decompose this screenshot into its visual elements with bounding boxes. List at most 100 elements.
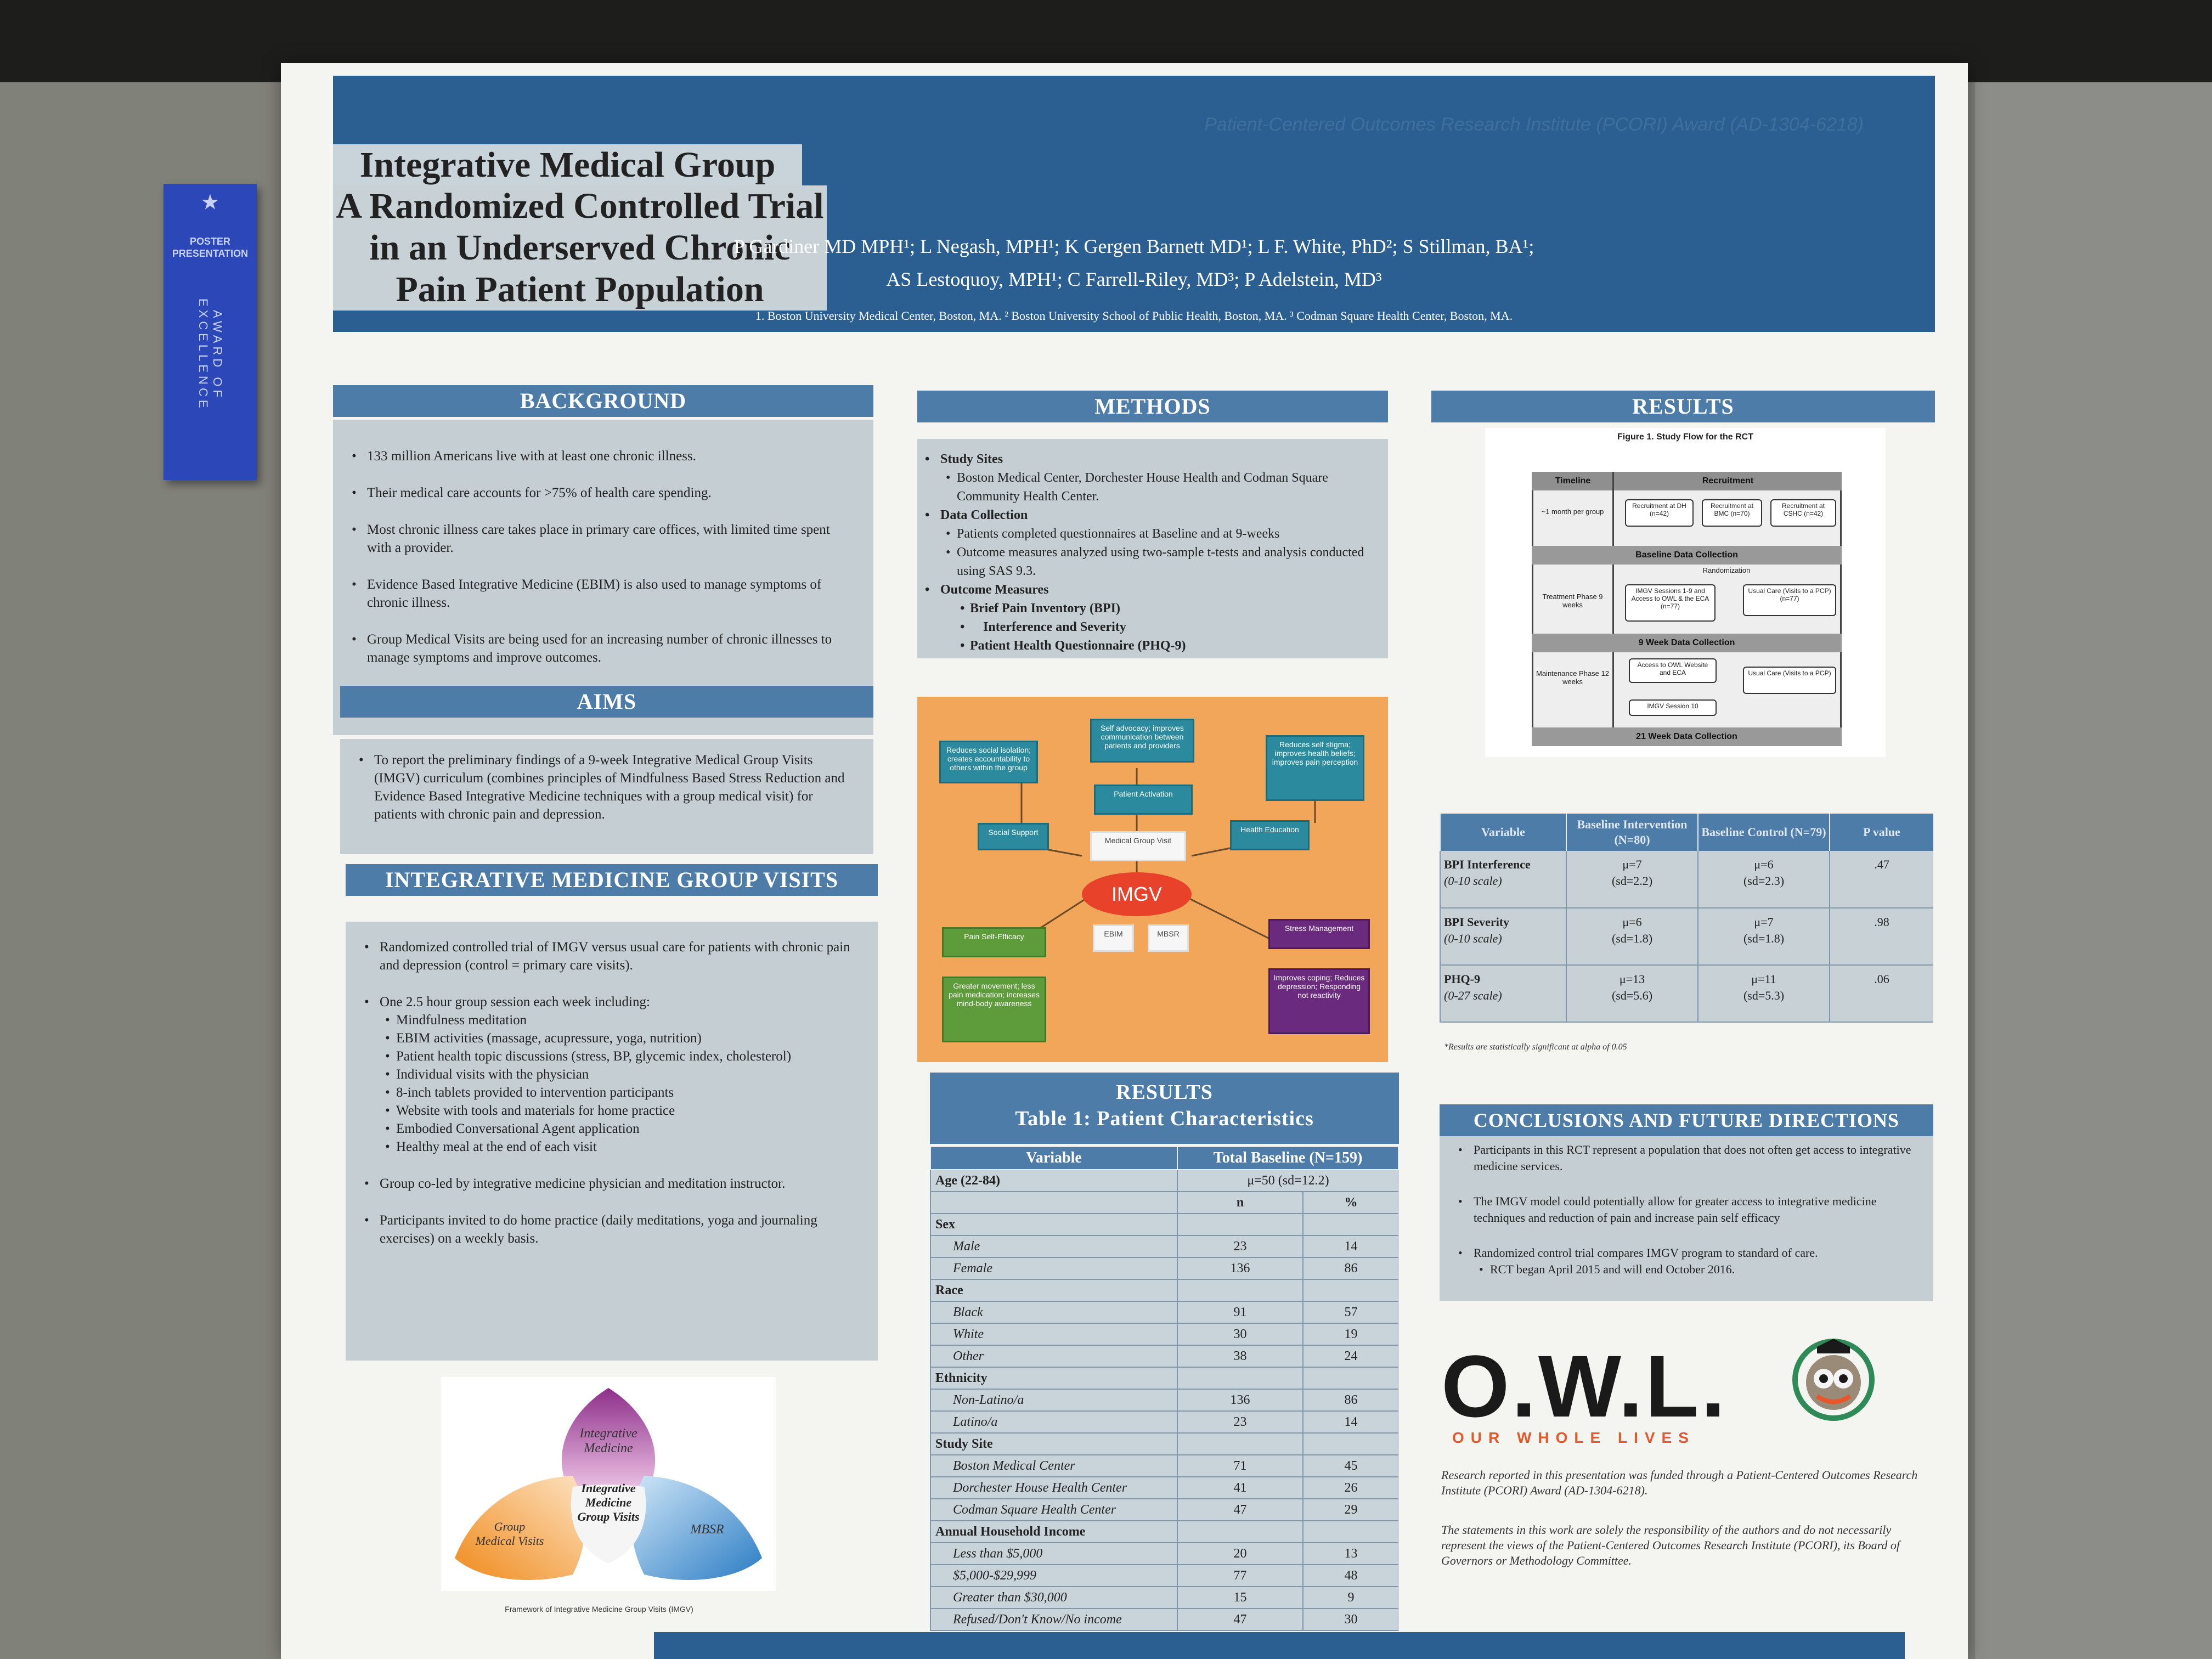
- funding-statement: Research reported in this presentation w…: [1441, 1468, 1918, 1497]
- methods-sites-text: Boston Medical Center, Dorchester House …: [917, 469, 1377, 506]
- table1-col-total: Total Baseline (N=159): [1177, 1146, 1399, 1170]
- table2-cell-intervention: μ=6 (sd=1.8): [1566, 908, 1698, 966]
- table1-cell-n: 71: [1176, 1455, 1304, 1477]
- imgv-section: Randomized controlled trial of IMGV vers…: [346, 922, 878, 1361]
- table2-row: PHQ-9 (0-27 scale) μ=13 (sd=5.6) μ=11 (sd=5.3…: [1440, 965, 1933, 1023]
- flow-row1-label: ~1 month per group: [1541, 507, 1604, 516]
- research-poster: Patient-Centered Outcomes Research Insti…: [281, 63, 1968, 1659]
- table1-cell-n: 136: [1176, 1257, 1304, 1280]
- table1-row: Less than $5,000 20 13: [930, 1543, 1398, 1565]
- table1-row: Ethnicity: [930, 1367, 1398, 1390]
- table1-cell-n: 47: [1176, 1499, 1304, 1521]
- results-table1-heading: RESULTS Table 1: Patient Characteristics: [930, 1073, 1399, 1144]
- corkboard-right: [1975, 82, 2212, 1659]
- table1-cell-n: 41: [1176, 1477, 1304, 1499]
- map-node-activation-note: Self advocacy; improves communication be…: [1090, 719, 1194, 763]
- flow-randomization: Randomization: [1702, 566, 1751, 574]
- background-item: Their medical care accounts for >75% of …: [344, 484, 857, 502]
- table2-sd: (sd=5.3): [1743, 989, 1785, 1002]
- table1-cell-n: [1176, 1279, 1304, 1302]
- imgv-item: Group co-led by integrative medicine phy…: [357, 1175, 861, 1193]
- poster-header: Patient-Centered Outcomes Research Insti…: [333, 76, 1935, 332]
- table2-cell-intervention: μ=7 (sd=2.2): [1566, 851, 1698, 909]
- table1-cell-n: [1176, 1367, 1304, 1390]
- conclusions-section: Participants in this RCT represent a pop…: [1440, 1136, 1933, 1301]
- ribbon-award: AWARD OF EXCELLENCE: [196, 298, 224, 411]
- background-heading: BACKGROUND: [333, 385, 873, 417]
- table1-cell-pct: [1302, 1367, 1398, 1390]
- table2-cell-control: μ=7 (sd=1.8): [1697, 908, 1830, 966]
- table1-cell-pct: 48: [1302, 1565, 1398, 1587]
- map-node-patient-activation: Patient Activation: [1094, 785, 1193, 815]
- table1-cell-label: Less than $5,000: [930, 1543, 1177, 1565]
- table2-col-variable: Variable: [1440, 814, 1566, 851]
- table2-cell-variable: BPI Interference (0-10 scale): [1440, 851, 1566, 909]
- table1-row: Latino/a 23 14: [930, 1411, 1398, 1434]
- authors-line1: P Gardiner MD MPH¹; L Negash, MPH¹; K Ge…: [733, 235, 1534, 257]
- table1-cell-n: 23: [1176, 1411, 1304, 1434]
- table1-cell-label: Female: [930, 1257, 1177, 1280]
- table2-cell-variable: BPI Severity (0-10 scale): [1440, 908, 1566, 966]
- table1-row: Refused/Don't Know/No income 47 30: [930, 1609, 1398, 1631]
- methods-section: Study Sites Boston Medical Center, Dorch…: [917, 439, 1388, 658]
- table1-cell-label: Greater than $30,000: [930, 1587, 1177, 1609]
- table2-cell-pvalue: .47: [1829, 851, 1933, 909]
- flow-week21: 21 Week Data Collection: [1532, 727, 1842, 746]
- venn-petal-mbsr: [631, 1476, 762, 1580]
- table2-col-pvalue: P value: [1829, 814, 1933, 851]
- map-node-stress-management: Stress Management: [1268, 919, 1370, 949]
- table1-cell-label: Codman Square Health Center: [930, 1499, 1177, 1521]
- imgv-heading: INTEGRATIVE MEDICINE GROUP VISITS: [346, 864, 878, 896]
- table2-mean: μ=7: [1622, 857, 1642, 871]
- table2-cell-pvalue: .98: [1829, 908, 1933, 966]
- table1-cell-pct: 14: [1302, 1235, 1398, 1258]
- imgv-subitem: 8-inch tablets provided to intervention …: [357, 1084, 861, 1102]
- table2-col-control: Baseline Control (N=79): [1697, 814, 1830, 851]
- background-item: Evidence Based Integrative Medicine (EBI…: [344, 575, 857, 612]
- table1-cell-label: Age (22-84): [930, 1170, 1177, 1192]
- background-item: Group Medical Visits are being used for …: [344, 630, 857, 667]
- table1-cell-n: 38: [1176, 1345, 1304, 1368]
- table1-row: Non-Latino/a 136 86: [930, 1389, 1398, 1412]
- table1-cell-label: Refused/Don't Know/No income: [930, 1609, 1177, 1631]
- affiliations: 1. Boston University Medical Center, Bos…: [755, 309, 1513, 323]
- results2-heading: RESULTS: [1431, 391, 1935, 422]
- table2-mean: μ=7: [1754, 915, 1774, 929]
- table1-cell-pct: [1302, 1521, 1398, 1543]
- table1-cell-n: 15: [1176, 1587, 1304, 1609]
- table1-header-row: Variable Total Baseline (N=159): [930, 1146, 1399, 1170]
- methods-data-collection: Data Collection: [917, 506, 1377, 524]
- map-node-education-note: Reduces self stigma; improves health bel…: [1266, 735, 1364, 801]
- table2-mean: μ=13: [1619, 972, 1645, 986]
- background-item: 133 million Americans live with at least…: [344, 447, 857, 465]
- table1-row: Annual Household Income: [930, 1521, 1398, 1543]
- table1-cell-pct: 9: [1302, 1587, 1398, 1609]
- table2-row: BPI Severity (0-10 scale) μ=6 (sd=1.8) μ=7 (s…: [1440, 908, 1933, 966]
- venn-petal-group: [455, 1476, 585, 1580]
- table1-cell-pct: 24: [1302, 1345, 1398, 1368]
- table1-cell-pct: [1302, 1279, 1398, 1302]
- methods-outcome-measures: Outcome Measures: [917, 580, 1377, 599]
- table1-cell-pct: 14: [1302, 1411, 1398, 1434]
- flow-recruitment-label: Recruitment: [1702, 476, 1754, 486]
- conclusion-item: Participants in this RCT represent a pop…: [1451, 1142, 1922, 1175]
- authors-line2: AS Lestoquoy, MPH¹; C Farrell-Riley, MD³…: [886, 268, 1382, 290]
- imgv-subitem: Healthy meal at the end of each visit: [357, 1138, 861, 1156]
- flow-imgv-arm: IMGV Sessions 1-9 and Access to OWL & th…: [1625, 584, 1716, 622]
- table2-footnote: *Results are statistically significant a…: [1444, 1042, 1627, 1052]
- table2-mean: μ=11: [1751, 972, 1776, 986]
- flow-rec-dh: Recruitment at DH (n=42): [1625, 499, 1694, 527]
- map-node-self-efficacy-note: Greater movement; less pain medication; …: [942, 977, 1046, 1042]
- flow-usual-care2: Usual Care (Visits to a PCP): [1743, 667, 1836, 694]
- table2-cell-variable: PHQ-9 (0-27 scale): [1440, 965, 1566, 1023]
- table1-n-pct-row: n%: [930, 1192, 1398, 1214]
- aims-item: To report the preliminary findings of a …: [351, 751, 857, 823]
- aims-section: To report the preliminary findings of a …: [340, 739, 873, 854]
- imgv-subitem: Patient health topic discussions (stress…: [357, 1047, 861, 1065]
- table1-row: Dorchester House Health Center 41 26: [930, 1477, 1398, 1499]
- table1-cell-label: Other: [930, 1345, 1177, 1368]
- table2-sd: (sd=2.2): [1611, 874, 1653, 888]
- table1-cell-n: 47: [1176, 1609, 1304, 1631]
- owl-logo: O.W.L. OUR WHOLE LIVES: [1441, 1336, 1728, 1447]
- table2-sd: (sd=1.8): [1611, 932, 1653, 945]
